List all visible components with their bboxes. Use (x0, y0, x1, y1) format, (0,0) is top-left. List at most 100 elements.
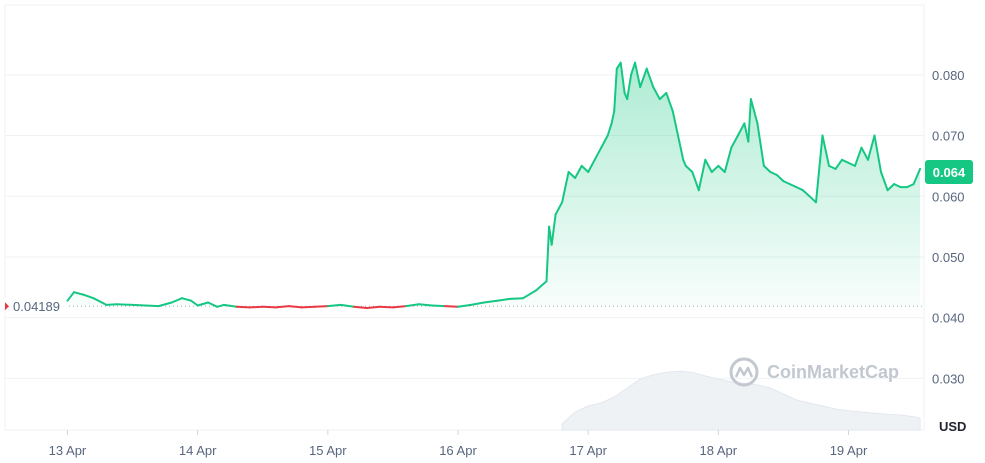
price-segment (339, 303, 355, 308)
price-segment (717, 164, 726, 173)
price-segment (736, 122, 746, 137)
price-segment (867, 134, 876, 161)
price-segment (326, 303, 342, 308)
price-segment (431, 304, 446, 308)
price-segment (828, 164, 837, 170)
price-segment (144, 304, 160, 308)
price-segment (619, 61, 626, 94)
price-segment (658, 92, 668, 101)
y-tick-label: 0.060 (932, 189, 965, 204)
price-segment (300, 305, 316, 309)
price-segment (444, 305, 459, 308)
y-tick-label: 0.070 (932, 129, 965, 144)
price-segment (287, 305, 303, 309)
price-segment (821, 134, 830, 167)
price-segment (391, 305, 407, 309)
price-segment (457, 303, 472, 308)
price-segment (365, 305, 381, 309)
price-segment (613, 67, 618, 113)
baseline-reference: 0.04189 (5, 297, 924, 316)
price-segment (682, 158, 687, 167)
price-segment (587, 158, 596, 173)
price-segment (769, 171, 778, 176)
price-fill-area (67, 62, 921, 307)
price-segment (639, 67, 648, 88)
price-segment (593, 146, 603, 161)
price-segment (216, 303, 225, 308)
price-segment (906, 183, 915, 189)
current-price-label: 0.064 (933, 165, 966, 180)
price-segment (801, 189, 811, 198)
price-segment (196, 301, 210, 307)
y-tick-label: 0.030 (932, 371, 965, 386)
price-segment (684, 164, 694, 173)
price-segment (671, 110, 681, 143)
price-segment (313, 305, 329, 308)
price-segment (115, 303, 134, 306)
price-segment (749, 98, 759, 125)
price-segment (550, 213, 557, 246)
price-segment (545, 225, 551, 283)
price-segment (131, 303, 147, 307)
price-segment (73, 291, 85, 296)
x-tick-label: 15 Apr (309, 443, 347, 458)
price-segment (600, 134, 609, 149)
price-segment (704, 158, 713, 173)
price-segment (815, 134, 824, 204)
x-tick-label: 14 Apr (179, 443, 217, 458)
price-segment (723, 146, 733, 173)
price-segment (378, 305, 394, 309)
current-price-box (925, 159, 973, 184)
price-segment (417, 303, 433, 307)
y-tick-label: 0.040 (932, 311, 965, 326)
price-segment (181, 297, 193, 302)
price-segment (207, 301, 219, 308)
watermark: CoinMarketCap (729, 357, 899, 387)
y-tick-label: 0.050 (932, 250, 965, 265)
baseline-label-bg (5, 297, 69, 316)
price-segment (665, 92, 674, 113)
coinmarketcap-logo-icon (729, 357, 759, 387)
price-segment (404, 303, 420, 308)
price-segment (248, 305, 264, 309)
price-segment (105, 303, 118, 306)
x-tick-label: 17 Apr (569, 443, 607, 458)
price-segment (610, 110, 616, 125)
price-segment (880, 171, 889, 192)
price-segment (535, 280, 548, 292)
price-segment (912, 167, 922, 186)
price-segment (860, 146, 869, 161)
price-segment (567, 171, 577, 179)
price-segment (606, 122, 613, 137)
price-segment (756, 122, 765, 167)
price-segment (893, 183, 902, 189)
x-tick-label: 18 Apr (700, 443, 738, 458)
watermark-text: CoinMarketCap (767, 362, 899, 382)
price-segment (788, 183, 798, 189)
price-segment (782, 180, 791, 186)
x-tick-label: 16 Apr (439, 443, 477, 458)
price-segment (634, 61, 642, 88)
x-tick-label: 13 Apr (49, 443, 87, 458)
price-segment (470, 301, 485, 306)
price-segment (697, 158, 707, 192)
x-tick-label: 19 Apr (830, 443, 868, 458)
price-segment (775, 174, 785, 183)
price-segment (678, 140, 685, 161)
price-segment (691, 171, 700, 192)
price-line (66, 61, 922, 309)
price-segment (854, 146, 863, 167)
price-segment (630, 61, 636, 76)
current-price-badge: 0.064 (925, 159, 973, 184)
price-segment (496, 297, 512, 302)
price-segment (222, 303, 238, 308)
baseline-marker-icon (5, 302, 9, 311)
price-segment (580, 164, 590, 173)
price-segment (522, 289, 538, 300)
price-segment (847, 161, 856, 167)
price-segment (710, 164, 720, 173)
price-segment (561, 171, 570, 204)
price-segment (157, 301, 173, 308)
price-segment (235, 305, 251, 309)
